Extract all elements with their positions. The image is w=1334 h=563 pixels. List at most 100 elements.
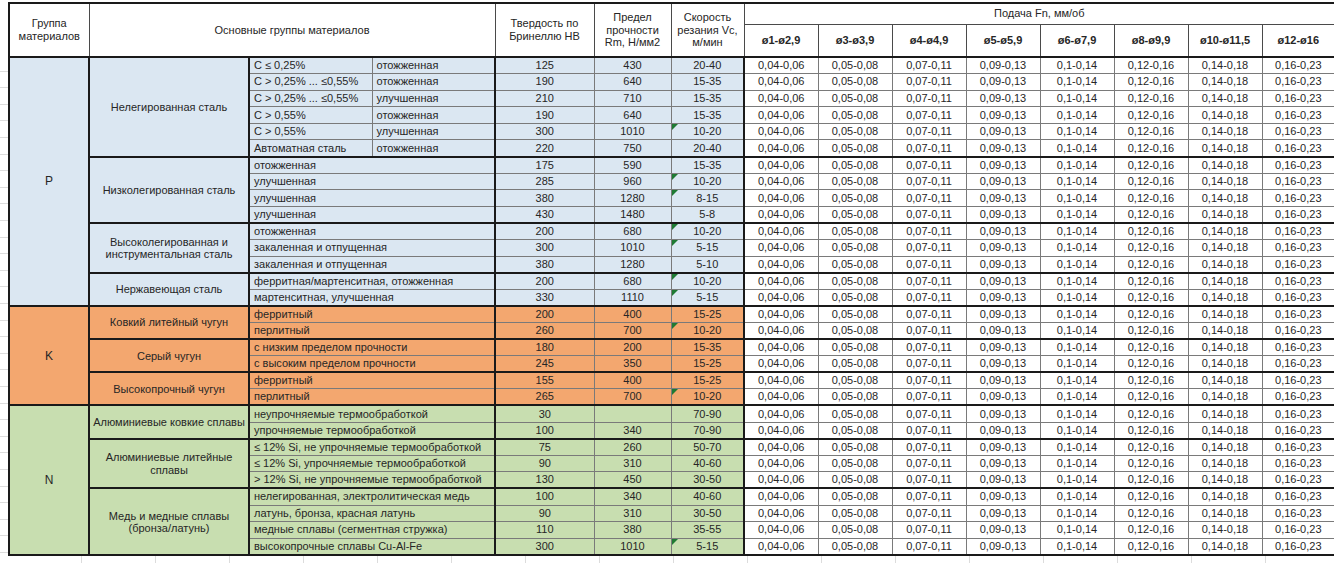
- cell-hardness[interactable]: 90: [495, 505, 594, 522]
- cell-cutting-speed[interactable]: 5-10: [671, 256, 744, 273]
- cell-feed-2[interactable]: 0,05-0,08: [818, 107, 892, 124]
- cell-strength[interactable]: [594, 405, 671, 422]
- cell-hardness[interactable]: 200: [495, 223, 594, 240]
- cell-feed-8[interactable]: 0,16-0,23: [1262, 439, 1334, 456]
- cell-feed-7[interactable]: 0,14-0,18: [1188, 206, 1262, 223]
- cell-cutting-speed[interactable]: 15-25: [671, 306, 744, 323]
- cell-feed-6[interactable]: 0,12-0,16: [1114, 190, 1188, 207]
- cell-hardness[interactable]: 125: [495, 57, 594, 74]
- cell-feed-4[interactable]: 0,09-0,13: [966, 455, 1040, 472]
- cell-feed-8[interactable]: 0,16-0,23: [1262, 323, 1334, 340]
- cell-hardness[interactable]: 130: [495, 472, 594, 489]
- cell-feed-4[interactable]: 0,09-0,13: [966, 538, 1040, 555]
- cell-feed-6[interactable]: 0,12-0,16: [1114, 439, 1188, 456]
- cell-feed-7[interactable]: 0,14-0,18: [1188, 372, 1262, 389]
- cell-cutting-speed[interactable]: 15-35: [671, 339, 744, 356]
- cell-spec[interactable]: мартенситная, улучшенная: [249, 289, 495, 306]
- cell-feed-4[interactable]: 0,09-0,13: [966, 372, 1040, 389]
- cell-feed-8[interactable]: 0,16-0,23: [1262, 140, 1334, 157]
- cell-spec[interactable]: упрочняемые термообработкой: [249, 422, 495, 439]
- cell-hardness[interactable]: 220: [495, 140, 594, 157]
- cell-spec[interactable]: ферритная/мартенситная, отожженная: [249, 273, 495, 290]
- cell-feed-1[interactable]: 0,04-0,06: [744, 439, 818, 456]
- cell-feed-3[interactable]: 0,07-0,11: [892, 273, 966, 290]
- cell-feed-8[interactable]: 0,16-0,23: [1262, 157, 1334, 174]
- cell-spec[interactable]: с высоким пределом прочности: [249, 356, 495, 373]
- cell-feed-2[interactable]: 0,05-0,08: [818, 372, 892, 389]
- header-diameter-8[interactable]: ø12-ø16: [1262, 24, 1334, 57]
- cell-feed-3[interactable]: 0,07-0,11: [892, 123, 966, 140]
- cell-feed-4[interactable]: 0,09-0,13: [966, 74, 1040, 91]
- cell-hardness[interactable]: 300: [495, 240, 594, 257]
- cell-material-name[interactable]: Ковкий литейный чугун: [89, 306, 249, 339]
- cell-material-name[interactable]: Медь и медные сплавы (бронза/латунь): [89, 488, 249, 554]
- cell-feed-3[interactable]: 0,07-0,11: [892, 289, 966, 306]
- cell-strength[interactable]: 1280: [594, 190, 671, 207]
- cell-material-name[interactable]: Низколегированная сталь: [89, 157, 249, 223]
- cell-spec[interactable]: > 12% Si, не упрочняемые термообработкой: [249, 472, 495, 489]
- cell-feed-6[interactable]: 0,12-0,16: [1114, 488, 1188, 505]
- cell-strength[interactable]: 340: [594, 422, 671, 439]
- cell-strength[interactable]: 590: [594, 157, 671, 174]
- cell-feed-6[interactable]: 0,12-0,16: [1114, 173, 1188, 190]
- cell-feed-7[interactable]: 0,14-0,18: [1188, 339, 1262, 356]
- cell-feed-2[interactable]: 0,05-0,08: [818, 422, 892, 439]
- cell-feed-5[interactable]: 0,1-0,14: [1040, 323, 1114, 340]
- cell-feed-2[interactable]: 0,05-0,08: [818, 190, 892, 207]
- cell-feed-3[interactable]: 0,07-0,11: [892, 240, 966, 257]
- cell-feed-2[interactable]: 0,05-0,08: [818, 323, 892, 340]
- cell-feed-5[interactable]: 0,1-0,14: [1040, 306, 1114, 323]
- cell-feed-8[interactable]: 0,16-0,23: [1262, 256, 1334, 273]
- header-cutting-speed[interactable]: Скорость резания Vc, м/мин: [671, 3, 744, 57]
- cell-feed-3[interactable]: 0,07-0,11: [892, 206, 966, 223]
- cell-spec[interactable]: с низким пределом прочности: [249, 339, 495, 356]
- cell-cutting-speed[interactable]: 10-20: [671, 123, 744, 140]
- cell-spec[interactable]: латунь, бронза, красная латунь: [249, 505, 495, 522]
- cell-state[interactable]: отожженная: [372, 57, 495, 74]
- cell-hardness[interactable]: 430: [495, 206, 594, 223]
- cell-feed-3[interactable]: 0,07-0,11: [892, 256, 966, 273]
- cell-feed-6[interactable]: 0,12-0,16: [1114, 356, 1188, 373]
- cell-feed-6[interactable]: 0,12-0,16: [1114, 323, 1188, 340]
- cell-hardness[interactable]: 200: [495, 306, 594, 323]
- cell-feed-4[interactable]: 0,09-0,13: [966, 289, 1040, 306]
- cell-hardness[interactable]: 180: [495, 339, 594, 356]
- cell-hardness[interactable]: 210: [495, 90, 594, 107]
- cell-cutting-speed[interactable]: 5-15: [671, 289, 744, 306]
- cell-group-letter[interactable]: N: [9, 405, 89, 554]
- cell-cutting-speed[interactable]: 70-90: [671, 405, 744, 422]
- cell-cutting-speed[interactable]: 5-15: [671, 538, 744, 555]
- cell-spec[interactable]: C > 0,25% ... ≤0,55%: [249, 90, 372, 107]
- cell-feed-5[interactable]: 0,1-0,14: [1040, 123, 1114, 140]
- cell-feed-4[interactable]: 0,09-0,13: [966, 240, 1040, 257]
- cell-hardness[interactable]: 380: [495, 190, 594, 207]
- cell-feed-7[interactable]: 0,14-0,18: [1188, 190, 1262, 207]
- cell-hardness[interactable]: 200: [495, 273, 594, 290]
- cell-feed-4[interactable]: 0,09-0,13: [966, 389, 1040, 406]
- cell-feed-8[interactable]: 0,16-0,23: [1262, 90, 1334, 107]
- cell-state[interactable]: отожженная: [372, 74, 495, 91]
- cell-cutting-speed[interactable]: 30-50: [671, 505, 744, 522]
- cell-feed-3[interactable]: 0,07-0,11: [892, 405, 966, 422]
- cell-strength[interactable]: 680: [594, 223, 671, 240]
- cell-feed-7[interactable]: 0,14-0,18: [1188, 289, 1262, 306]
- cell-feed-3[interactable]: 0,07-0,11: [892, 140, 966, 157]
- cell-spec[interactable]: отожженная: [249, 157, 495, 174]
- cell-cutting-speed[interactable]: 15-25: [671, 356, 744, 373]
- cell-cutting-speed[interactable]: 10-20: [671, 389, 744, 406]
- cell-feed-7[interactable]: 0,14-0,18: [1188, 439, 1262, 456]
- cell-feed-3[interactable]: 0,07-0,11: [892, 90, 966, 107]
- cell-feed-2[interactable]: 0,05-0,08: [818, 157, 892, 174]
- cell-feed-8[interactable]: 0,16-0,23: [1262, 372, 1334, 389]
- cell-group-letter[interactable]: K: [9, 306, 89, 406]
- cell-feed-7[interactable]: 0,14-0,18: [1188, 323, 1262, 340]
- cell-feed-5[interactable]: 0,1-0,14: [1040, 173, 1114, 190]
- cell-feed-6[interactable]: 0,12-0,16: [1114, 389, 1188, 406]
- cell-feed-5[interactable]: 0,1-0,14: [1040, 157, 1114, 174]
- cell-feed-5[interactable]: 0,1-0,14: [1040, 107, 1114, 124]
- header-brinell-hardness[interactable]: Твердость по Бринеллю HB: [495, 3, 594, 57]
- cell-feed-1[interactable]: 0,04-0,06: [744, 405, 818, 422]
- cell-feed-2[interactable]: 0,05-0,08: [818, 206, 892, 223]
- cell-feed-6[interactable]: 0,12-0,16: [1114, 273, 1188, 290]
- cell-feed-4[interactable]: 0,09-0,13: [966, 57, 1040, 74]
